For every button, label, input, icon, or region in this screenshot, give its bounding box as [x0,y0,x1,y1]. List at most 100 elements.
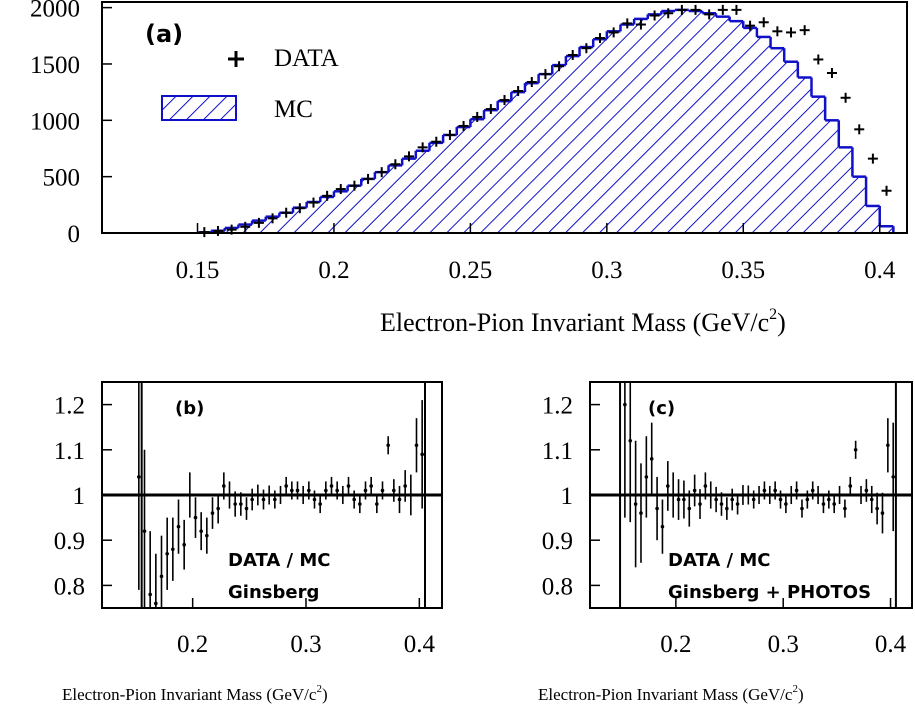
x-tick-label: 0.3 [290,631,321,658]
ratio-marker [767,493,772,497]
ratio-marker [159,574,164,579]
data-point [444,129,455,140]
y-tick-label: 1.2 [542,393,573,420]
ratio-point [848,476,853,495]
ratio-marker [397,497,402,502]
ratio-point [380,481,385,500]
ratio-point [261,489,266,510]
ratio-marker [800,506,804,511]
ratio-point [666,461,670,511]
data-point [212,225,223,236]
data-point [240,221,251,232]
ratio-point [735,493,740,515]
ratio-point [301,485,305,505]
data-point [772,26,783,37]
ratio-marker [375,502,379,506]
data-point [267,213,278,224]
ratio-marker [307,488,311,493]
ratio-point [403,470,407,502]
panel-b-xlabel: Electron-Pion Invariant Mass (GeV/c2) [62,683,328,704]
ratio-marker [623,402,627,407]
ratio-marker [414,443,419,448]
ratio-point [312,490,317,509]
ratio-point [375,495,379,514]
ratio-point [346,476,351,495]
ratio-point [762,481,767,500]
ratio-point [341,485,345,505]
ratio-marker [171,547,175,552]
panel-b-points [102,382,442,608]
panel-c-xlabel: Electron-Pion Invariant Mass (GeV/c2) [538,683,804,704]
data-point [403,151,414,162]
ratio-marker [324,488,328,493]
ratio-marker [741,493,745,497]
ratio-point [329,476,334,495]
ratio-marker [205,533,209,538]
ratio-marker [751,497,756,502]
data-point [458,120,469,131]
y-tick-label: 0.9 [542,528,573,555]
data-point [349,180,360,191]
data-point [690,4,701,15]
panel-a-axes: 0.15 0.2 0.25 0.3 0.35 0.4 0 500 1000 1500 2000 [30,0,896,284]
ratio-point [703,472,708,500]
ratio-marker [853,448,858,452]
ratio-marker [762,488,767,493]
panel-a-xlabel-close: ) [777,308,786,337]
data-point [526,77,537,88]
x-tick-label: 0.4 [864,257,896,284]
ratio-point [853,440,858,459]
data-point [867,153,878,164]
ratio-point [267,485,271,505]
panel-b-axes: 0.2 0.3 0.4 0.8 0.9 1 1.1 1.2 [54,393,436,658]
x-tick-label: 0.15 [176,257,220,284]
ratio-point [171,517,175,581]
ratio-marker [875,506,879,511]
ratio-marker [698,502,702,506]
ratio-marker [358,502,362,506]
x-tick-label: 0.25 [449,257,493,284]
data-point [635,19,646,30]
ratio-point [794,481,799,500]
mc-hatched-area [197,9,894,233]
ratio-marker [880,511,885,515]
ratio-point [239,492,243,516]
data-point [704,9,715,20]
ratio-point [148,531,152,608]
ratio-marker [261,497,266,502]
panel-a-histogram: 0.15 0.2 0.25 0.3 0.35 0.4 0 500 1000 1500 2000 (a… [30,0,908,337]
ratio-marker [210,511,215,515]
data-point [731,4,742,15]
ratio-marker [335,488,339,493]
ratio-marker [369,484,373,488]
ratio-marker [633,502,638,506]
ratio-point [714,486,718,513]
ratio-point [810,481,815,500]
ratio-marker [746,493,751,497]
ratio-point [284,476,288,495]
ratio-marker [216,506,220,511]
ratio-marker [142,529,147,533]
ratio-marker [773,488,777,493]
ratio-marker [182,542,186,547]
ratio-point [324,481,328,500]
ratio-marker [703,484,708,488]
ratio-point [639,463,643,563]
data-point [595,33,606,44]
y-tick-label: 2000 [30,0,80,23]
ratio-point [256,484,260,506]
ratio-marker [301,493,305,497]
ratio-point [352,490,356,509]
ratio-point [397,485,402,514]
y-tick-label: 0.8 [54,573,85,600]
ratio-marker [848,484,853,488]
panel-a-xlabel-text: Electron-Pion Invariant Mass (GeV/c [380,308,769,337]
ratio-marker [859,493,863,497]
data-point [840,92,851,103]
ratio-marker [784,502,788,506]
ratio-point [816,485,820,505]
data-point [622,18,633,29]
ratio-marker [687,506,692,511]
panel-a-xlabel: Electron-Pion Invariant Mass (GeV/c2) [380,306,786,337]
